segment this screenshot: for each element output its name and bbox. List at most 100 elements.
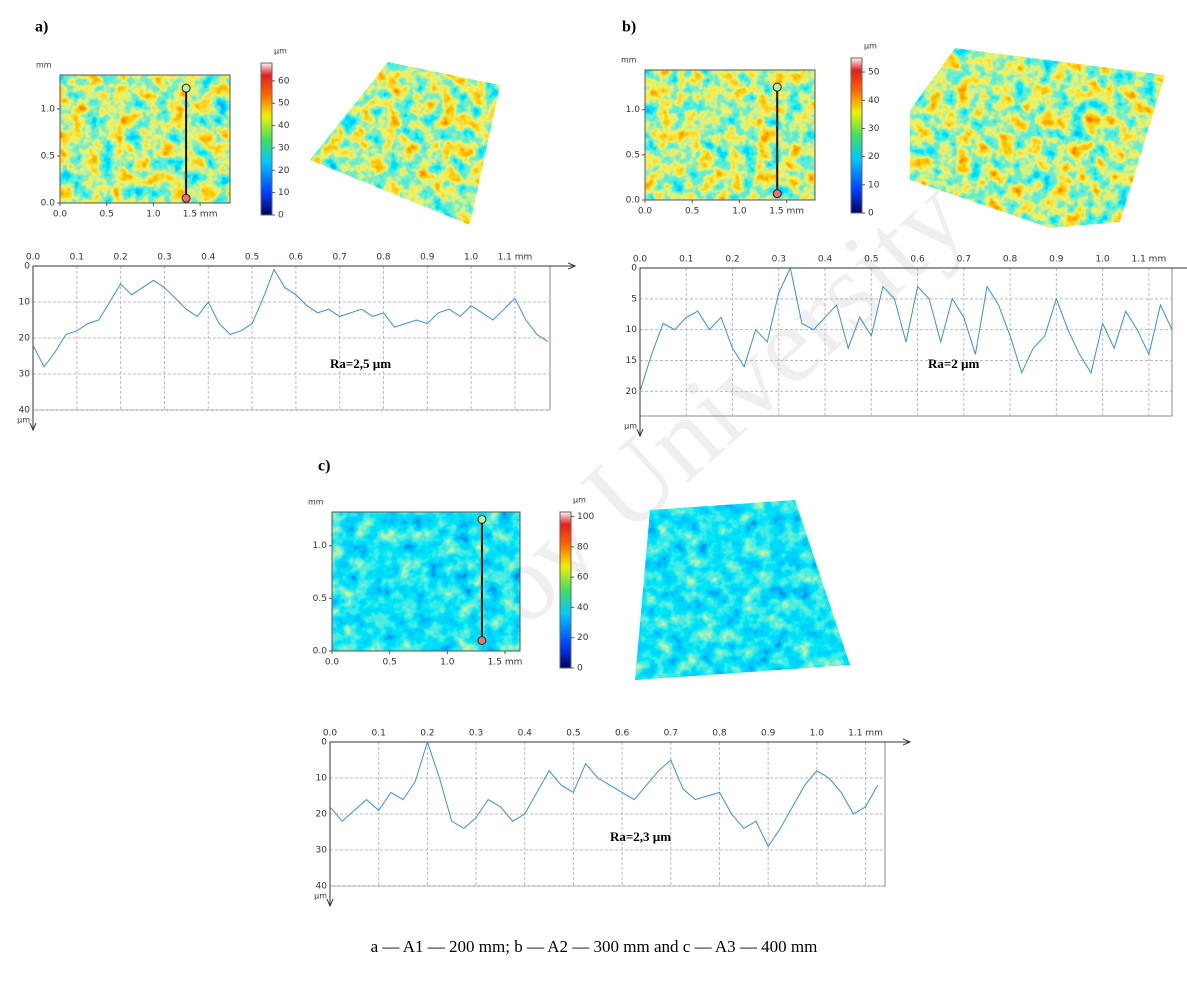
profile-curve <box>329 740 879 848</box>
colorbar-tick-label: 100 <box>577 512 594 522</box>
x-tick-label: 0.3 <box>157 253 171 263</box>
x-tick-label: 0.8 <box>376 253 391 263</box>
y-tick-label: 10 <box>19 298 31 308</box>
profile-start <box>772 189 782 199</box>
surface-3d <box>310 62 500 225</box>
map-frame <box>59 74 231 204</box>
x-tick-label: 0.7 <box>957 255 971 265</box>
x-tick-label: 0.0 <box>26 253 41 263</box>
caption: a — A1 — 200 mm; b — A2 — 300 mm and c —… <box>371 937 818 956</box>
colorbar-tick-label: 20 <box>868 152 880 162</box>
colorbar-tick-label: 30 <box>868 124 880 134</box>
x-tick-label: 0.9 <box>420 253 435 263</box>
colorbar-tick-label: 40 <box>868 96 880 106</box>
y-tick-label: 15 <box>626 356 637 366</box>
map-y-tick-label: 1.0 <box>626 105 641 115</box>
colorbar-tick-label: 10 <box>868 180 880 190</box>
x-tick-label: 0.9 <box>1049 255 1064 265</box>
y-unit: µm <box>624 422 637 431</box>
colorbar-tick-label: 20 <box>278 166 290 176</box>
colorbar-tick-label: 40 <box>278 121 290 131</box>
map-y-tick-label: 0.0 <box>313 647 328 657</box>
profile-end <box>181 83 191 93</box>
map-x-tick-label: 1.5 mm <box>183 210 218 220</box>
x-tick-label: 1.0 <box>810 729 825 739</box>
annotation: Ra=2,5 µm <box>330 356 391 371</box>
x-tick-label: 0.7 <box>664 729 678 739</box>
x-tick-label: 0.7 <box>333 253 347 263</box>
y-tick-label: 20 <box>626 387 638 397</box>
map-x-tick-label: 1.0 <box>732 207 747 217</box>
colorbar-tick-label: 30 <box>278 143 290 153</box>
x-tick-label: 0.5 <box>566 729 580 739</box>
x-tick-label: 0.1 <box>372 729 386 739</box>
x-tick-label: 1.1 mm <box>848 729 883 739</box>
x-tick-label: 0.6 <box>615 729 630 739</box>
colorbar-tick-label: 40 <box>577 603 589 613</box>
x-tick-label: 0.2 <box>113 253 127 263</box>
x-tick-label: 0.8 <box>712 729 727 739</box>
y-tick-label: 0 <box>321 738 327 748</box>
x-tick-label: 0.6 <box>910 255 925 265</box>
surface-3d <box>910 48 1165 228</box>
map-y-tick-label: 0.0 <box>41 199 56 209</box>
map-y-tick-label: 0.0 <box>626 196 641 206</box>
map-x-tick-label: 0.0 <box>325 658 340 668</box>
surface-map <box>332 512 520 651</box>
map-x-tick-label: 0.5 <box>383 658 397 668</box>
colorbar-tick-label: 50 <box>278 99 290 109</box>
surface-map <box>60 75 230 203</box>
map-x-tick-label: 1.5 mm <box>769 207 804 217</box>
x-tick-label: 0.3 <box>772 255 786 265</box>
colorbar-tick-label: 60 <box>278 76 290 86</box>
x-tick-label: 0.5 <box>245 253 259 263</box>
colorbar-tick-label: 10 <box>278 188 290 198</box>
colorbar-unit: µm <box>274 47 287 56</box>
x-tick-label: 0.6 <box>289 253 304 263</box>
map-frame <box>644 69 816 201</box>
colorbar-unit: µm <box>864 42 877 51</box>
map-frame <box>331 511 521 652</box>
map-x-tick-label: 1.5 mm <box>488 658 523 668</box>
x-tick-label: 0.4 <box>518 729 533 739</box>
x-tick-label: 1.0 <box>1095 255 1110 265</box>
map-y-unit: mm <box>308 498 324 507</box>
y-tick-label: 0 <box>631 264 637 274</box>
map-x-tick-label: 1.0 <box>440 658 455 668</box>
colorbar-tick-label: 0 <box>278 211 284 221</box>
y-tick-label: 40 <box>316 882 328 892</box>
x-tick-label: 0.4 <box>201 253 216 263</box>
y-tick-label: 30 <box>19 370 31 380</box>
x-tick-label: 0.2 <box>725 255 739 265</box>
x-tick-label: 0.5 <box>864 255 878 265</box>
map-y-tick-label: 0.5 <box>41 151 55 161</box>
profile-curve <box>639 266 1173 392</box>
x-tick-label: 0.9 <box>761 729 776 739</box>
map-x-tick-label: 0.0 <box>638 207 653 217</box>
map-y-tick-label: 0.5 <box>626 150 640 160</box>
y-tick-label: 10 <box>626 325 638 335</box>
y-unit: µm <box>17 416 30 425</box>
surface-map <box>645 70 815 200</box>
panel-label: c) <box>318 458 330 475</box>
x-tick-label: 0.1 <box>679 255 693 265</box>
y-tick-label: 5 <box>631 294 637 304</box>
colorbar-tick-label: 50 <box>868 68 880 78</box>
y-tick-label: 10 <box>316 774 328 784</box>
x-tick-label: 1.1 mm <box>498 253 533 263</box>
y-tick-label: 20 <box>316 810 328 820</box>
y-tick-label: 20 <box>19 334 31 344</box>
profile-curve <box>32 268 549 368</box>
map-x-tick-label: 0.0 <box>53 210 68 220</box>
colorbar <box>260 62 273 216</box>
x-tick-label: 0.4 <box>818 255 833 265</box>
profile-start <box>477 635 487 645</box>
x-tick-label: 0.3 <box>469 729 483 739</box>
map-y-tick-label: 1.0 <box>41 104 56 114</box>
y-unit: µm <box>314 892 327 901</box>
annotation: Ra=2 µm <box>928 356 980 371</box>
colorbar-tick-label: 80 <box>577 542 589 552</box>
colorbar-unit: µm <box>573 496 586 505</box>
x-tick-label: 0.2 <box>420 729 434 739</box>
colorbar <box>850 57 863 214</box>
